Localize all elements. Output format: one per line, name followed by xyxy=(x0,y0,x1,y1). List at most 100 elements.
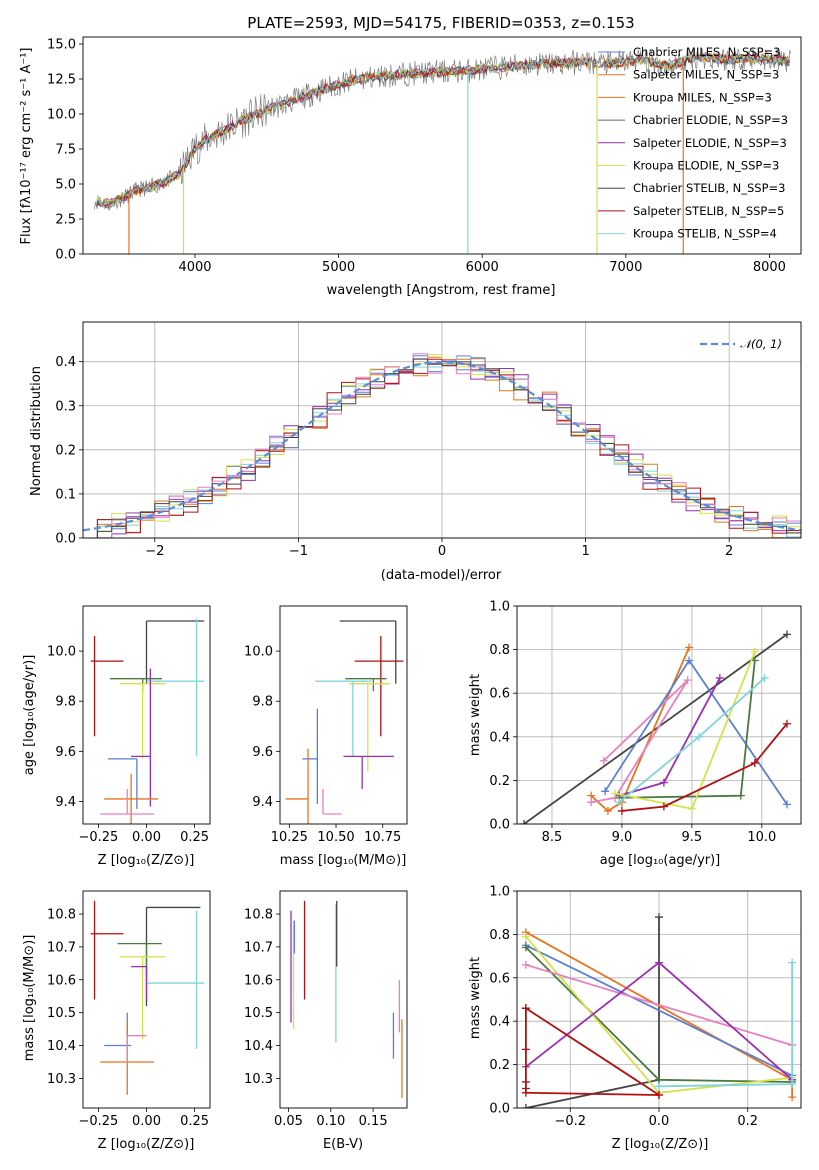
wAge-series-marker-6-1 xyxy=(687,804,696,813)
mE-xtick-label-2: 0.15 xyxy=(359,1114,388,1129)
wAge-frame xyxy=(516,605,802,825)
wZ-series-marker-8-0 xyxy=(521,1004,530,1013)
mZ-xtick-label-0: −0.25 xyxy=(78,1114,118,1129)
wAge-series-marker-1-1 xyxy=(603,806,612,815)
wAge-ytick-label-2: 0.4 xyxy=(489,730,510,745)
wAge-series-marker-0-0 xyxy=(519,820,528,824)
wAge-series-marker-8-1 xyxy=(659,802,668,811)
spec-ytick-label-4: 10.0 xyxy=(47,108,76,123)
wAge-ytick-label-5: 1.0 xyxy=(489,600,510,615)
mE-ytick-label-0: 10.3 xyxy=(244,1072,273,1087)
wAge-ytick-label-1: 0.2 xyxy=(489,774,510,789)
res-ytick-label-0: 0.0 xyxy=(55,532,76,547)
residual-histogram-7 xyxy=(83,358,801,538)
spec-xtick-label-4: 8000 xyxy=(753,260,786,275)
wAge-series-marker-3-1 xyxy=(685,656,694,665)
ageZ-ytick-label-0: 9.4 xyxy=(55,795,76,810)
wAge-ytick-label-0: 0.0 xyxy=(489,818,510,833)
wAge-xtick-label-0: 8.5 xyxy=(542,830,563,845)
spec-xtick-label-3: 7000 xyxy=(609,260,642,275)
spectrum-legend-label-4: Salpeter ELODIE, N_SSP=3 xyxy=(633,136,787,150)
wAge-series-marker-0-1 xyxy=(783,630,792,639)
wZ-series-marker-0-2 xyxy=(655,913,663,922)
wZ-xtick-label-0: −0.2 xyxy=(554,1114,586,1129)
residuals-panel: (data-model)/error Normed distribution 𝒩… xyxy=(29,321,802,583)
wAge-xtick-label-3: 10.0 xyxy=(747,830,776,845)
mZ-ytick-label-4: 10.7 xyxy=(47,940,76,955)
wZ-series-marker-0-0 xyxy=(521,1104,530,1108)
ageM-xtick-label-2: 10.75 xyxy=(364,830,401,845)
res-xtick-label-1: −1 xyxy=(289,544,308,559)
mE-xtick-label-1: 0.10 xyxy=(316,1114,345,1129)
ageZ-frame xyxy=(82,605,211,825)
wZ-xtick-label-1: 0.0 xyxy=(649,1114,670,1129)
spectrum-legend-label-7: Salpeter STELIB, N_SSP=5 xyxy=(633,204,784,218)
wAge-series-marker-4-2 xyxy=(715,673,724,682)
weight-vs-age-panel: age [log₁₀(age/yr)] mass weight 8.5 9.0 9.… xyxy=(468,600,802,868)
wAge-series-marker-2-0 xyxy=(599,756,608,765)
mass-vs-metallicity-panel: Z [log₁₀(Z/Z⊙)] mass [log₁₀(M/M⊙)] −0.25… xyxy=(22,890,211,1152)
spec-ytick-label-0: 0.0 xyxy=(55,248,76,263)
wZ-series-marker-4-0 xyxy=(521,932,530,941)
mE-ytick-label-2: 10.5 xyxy=(244,1006,273,1021)
mZ-ytick-label-2: 10.5 xyxy=(47,1006,76,1021)
spectrum-ylabel: Flux [fλ10⁻¹⁷ erg cm⁻² s⁻¹ A⁻¹] xyxy=(19,48,34,245)
wAge-xtick-label-1: 9.0 xyxy=(612,830,633,845)
spec-ytick-label-5: 12.5 xyxy=(47,73,76,88)
wZ-ytick-label-2: 0.4 xyxy=(489,1015,510,1030)
ageZ-ylabel: age [log₁₀(age/yr)] xyxy=(22,655,37,776)
wAge-series-marker-8-0 xyxy=(617,806,626,815)
mZ-ytick-label-3: 10.6 xyxy=(47,973,76,988)
wZ-series-line-8 xyxy=(525,1007,660,1096)
ageZ-ytick-label-1: 9.6 xyxy=(55,745,76,760)
ageZ-xtick-label-2: 0.25 xyxy=(180,830,209,845)
ageM-ytick-label-3: 10.0 xyxy=(244,645,273,660)
mZ-xtick-label-2: 0.25 xyxy=(180,1114,209,1129)
ageZ-xtick-label-1: 0.00 xyxy=(132,830,161,845)
wZ-xtick-label-2: 0.2 xyxy=(737,1114,758,1129)
ageZ-ytick-label-2: 9.8 xyxy=(55,695,76,710)
wAge-series-marker-2-3 xyxy=(587,798,596,807)
spectrum-legend-label-3: Chabrier ELODIE, N_SSP=3 xyxy=(633,113,788,127)
mE-xtick-label-0: 0.05 xyxy=(274,1114,303,1129)
spectrum-model-line-8 xyxy=(95,51,790,208)
spectrum-panel: PLATE=2593, MJD=54175, FIBERID=0353, z=0… xyxy=(19,14,802,298)
wZ-series-marker-7-4 xyxy=(521,1088,530,1097)
wZ-frame xyxy=(516,890,802,1109)
wAge-series-marker-2-1 xyxy=(683,676,692,685)
spectrum-title: PLATE=2593, MJD=54175, FIBERID=0353, z=0… xyxy=(247,14,634,32)
wZ-series-marker-1-2 xyxy=(788,1093,797,1102)
ageM-xlabel: mass [log₁₀(M/M⊙)] xyxy=(280,853,407,868)
ageM-xtick-label-1: 10.50 xyxy=(317,830,354,845)
wAge-series-line-2 xyxy=(590,679,689,804)
wZ-series-marker-9-1 xyxy=(788,1080,797,1089)
spectrum-legend-label-8: Kroupa STELIB, N_SSP=4 xyxy=(633,227,777,241)
wAge-series-marker-8-2 xyxy=(750,758,759,767)
spec-xtick-label-1: 5000 xyxy=(322,260,355,275)
res-xtick-label-3: 1 xyxy=(581,544,589,559)
res-xtick-label-0: −2 xyxy=(145,544,164,559)
ageM-ytick-label-1: 9.6 xyxy=(252,745,273,760)
mZ-frame xyxy=(82,890,211,1109)
res-xtick-label-4: 2 xyxy=(725,544,733,559)
res-ytick-label-1: 0.1 xyxy=(55,487,76,502)
spectrum-xlabel: wavelength [Angstrom, rest frame] xyxy=(327,283,556,298)
wAge-series-marker-6-2 xyxy=(750,647,759,656)
wAge-xlabel: age [log₁₀(age/yr)] xyxy=(600,853,721,868)
spec-ytick-label-1: 2.5 xyxy=(55,213,76,228)
wZ-series-marker-6-1 xyxy=(655,958,663,967)
ageZ-xlabel: Z [log₁₀(Z/Z⊙)] xyxy=(98,853,195,868)
wAge-series-marker-3-2 xyxy=(783,800,792,809)
weight-vs-metallicity-panel: Z [log₁₀(Z/Z⊙)] mass weight −0.2 0.0 0.2 0.… xyxy=(468,885,802,1152)
ageZ-xtick-label-0: −0.25 xyxy=(78,830,118,845)
wAge-ytick-label-3: 0.6 xyxy=(489,687,510,702)
mZ-ytick-label-5: 10.8 xyxy=(47,908,76,923)
spec-ytick-label-2: 5.0 xyxy=(55,178,76,193)
residuals-ylabel: Normed distribution xyxy=(29,366,44,496)
spectrum-legend-label-0: Chabrier MILES, N_SSP=3 xyxy=(633,45,780,59)
mZ-xtick-label-1: 0.00 xyxy=(132,1114,161,1129)
age-vs-mass-panel: mass [log₁₀(M/M⊙)] 10.25 10.50 10.75 9.4 9.6… xyxy=(244,605,408,868)
wZ-ytick-label-5: 1.0 xyxy=(489,885,510,900)
wAge-series-marker-7-2 xyxy=(760,673,769,682)
